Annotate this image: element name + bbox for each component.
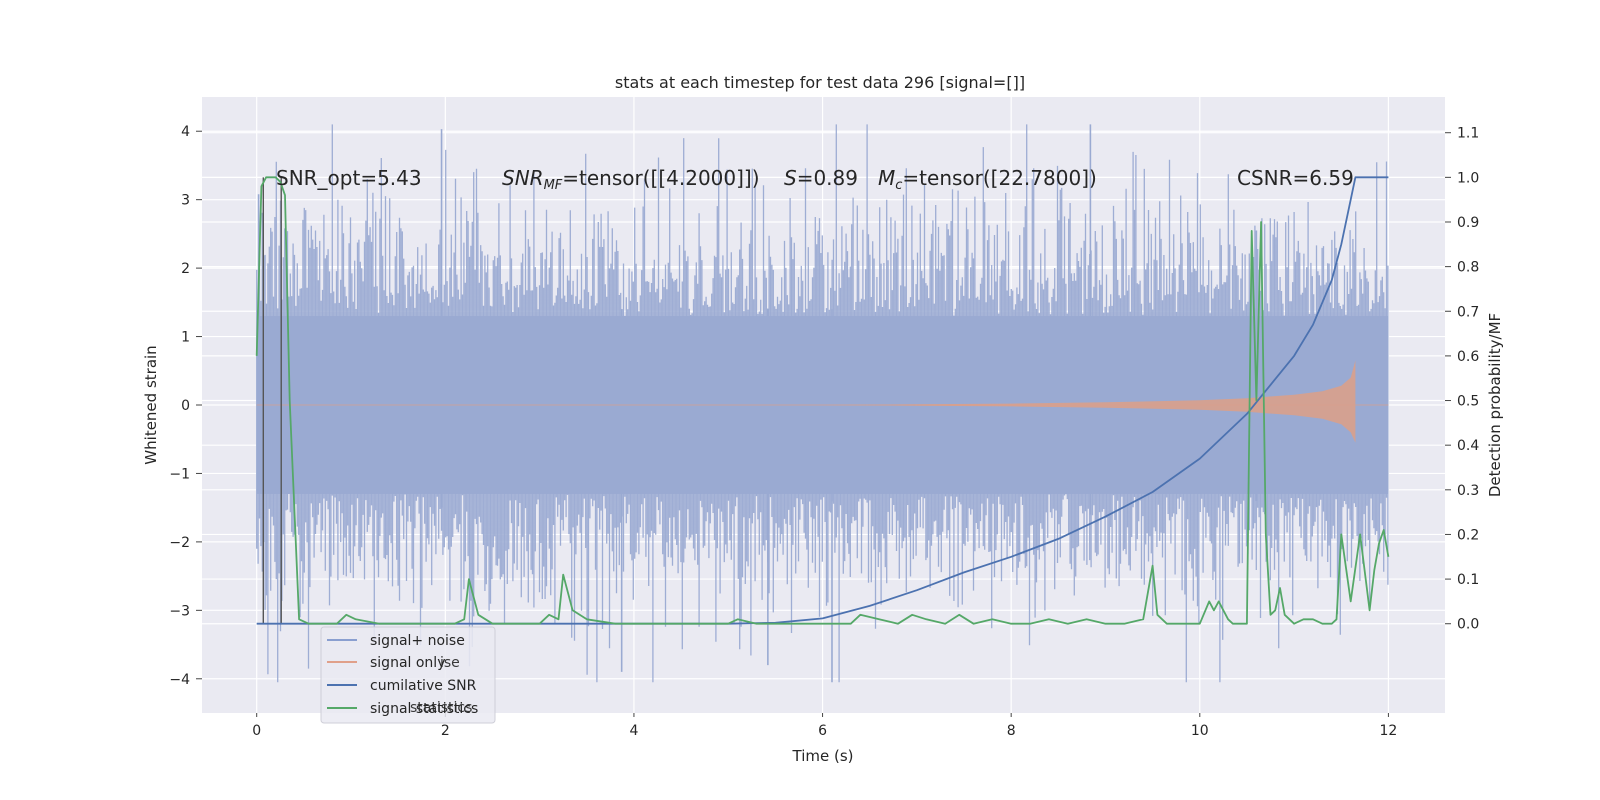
y2-tick-label-10: 0.1	[1457, 572, 1479, 588]
snr-mf-value: =tensor([[4.2000]])	[562, 166, 759, 190]
chart-title: stats at each timestep for test data 296…	[615, 73, 1025, 92]
cumulative-snr-line	[256, 176, 1389, 625]
y2-axis-ticks: 1.1 1.0 0.9 0.8 0.7 0.6 0.5 0.4 0.3 0.2 0.1 0.0	[1445, 126, 1479, 633]
annotation-csnr: CSNR=6.59	[1237, 166, 1354, 190]
x-tick-label-4: 8	[1007, 723, 1016, 739]
y-tick-label-6: −2	[169, 535, 190, 551]
mc-symbol: M	[878, 166, 895, 190]
y-tick-label-0: 4	[181, 124, 190, 140]
y-axis-label: Whitened strain	[142, 345, 160, 464]
legend-ghost-text-1: ise	[440, 655, 460, 671]
y-tick-label-1: 3	[181, 193, 190, 209]
y-tick-label-3: 1	[181, 330, 190, 346]
annotation-s: S=0.89	[784, 166, 858, 190]
annotation-snr-mf: SNRMF=tensor([[4.2000]])	[502, 166, 760, 193]
y2-tick-label-9: 0.2	[1457, 527, 1479, 543]
legend-label-signal-statistics: signal statistics	[370, 701, 478, 717]
legend-label-signal-noise: signal+ noise	[370, 633, 465, 649]
y2-tick-label-11: 0.0	[1457, 617, 1479, 633]
y-tick-label-2: 2	[181, 261, 190, 277]
s-symbol: S	[784, 166, 797, 190]
y-tick-label-7: −3	[169, 603, 190, 619]
y2-tick-label-8: 0.3	[1457, 483, 1479, 499]
x-axis-label: Time (s)	[792, 747, 854, 765]
mc-value: =tensor([22.7800])	[902, 166, 1096, 190]
y2-tick-label-5: 0.6	[1457, 349, 1479, 365]
y-tick-label-4: 0	[181, 398, 190, 414]
x-tick-label-6: 12	[1380, 723, 1398, 739]
y2-tick-label-3: 0.8	[1457, 260, 1479, 276]
y2-tick-label-1: 1.0	[1457, 170, 1479, 186]
y2-axis-label: Detection probability/MF	[1486, 313, 1504, 497]
legend-ghost-text-2: statistics	[410, 700, 472, 716]
series-cumulative-snr	[256, 176, 1389, 625]
mc-subscript: c	[895, 178, 902, 193]
legend: ise statistics signal+ noise signal only…	[320, 626, 496, 724]
annotation-mc: Mc=tensor([22.7800])	[878, 166, 1097, 193]
legend-box	[320, 626, 496, 724]
legend-label-signal-only: signal only	[370, 655, 445, 671]
series-signal-statistics	[255, 176, 1390, 625]
y-axis-ticks: 4 3 2 1 0 −1 −2 −3 −4	[169, 124, 202, 688]
y2-tick-label-4: 0.7	[1457, 304, 1479, 320]
x-tick-label-0: 0	[252, 723, 261, 739]
y2-tick-label-2: 0.9	[1457, 215, 1479, 231]
snr-mf-subscript: MF	[544, 178, 563, 193]
x-tick-label-5: 10	[1191, 723, 1209, 739]
y2-tick-label-6: 0.5	[1457, 394, 1479, 410]
legend-label-cumulative-snr: cumilative SNR	[370, 678, 477, 694]
s-value: =0.89	[797, 166, 858, 190]
signal-statistics-line	[255, 176, 1390, 625]
y2-tick-label-7: 0.4	[1457, 438, 1479, 454]
annotation-snr-opt: SNR_opt=5.43	[276, 166, 422, 190]
x-tick-label-1: 2	[441, 723, 450, 739]
y-tick-label-8: −4	[169, 672, 190, 688]
y2-tick-label-0: 1.1	[1457, 126, 1479, 142]
vertical-markers	[262, 177, 282, 624]
x-tick-label-2: 4	[629, 723, 638, 739]
snr-mf-symbol: SNR	[502, 166, 544, 190]
x-axis-ticks: 0 2 4 6 8 10 12	[252, 713, 1397, 739]
x-tick-label-3: 6	[818, 723, 827, 739]
y-tick-label-5: −1	[169, 466, 190, 482]
